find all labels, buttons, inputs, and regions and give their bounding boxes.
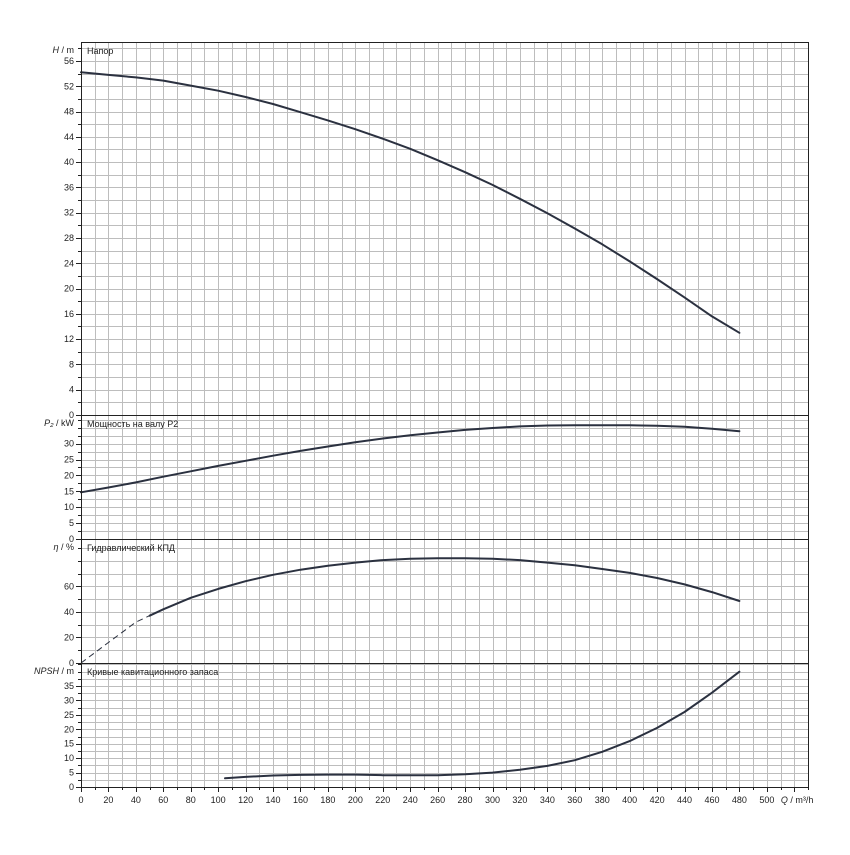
- x-tick-label: 120: [238, 795, 253, 805]
- y-tick-label: 24: [64, 258, 74, 268]
- x-tick-label: 460: [704, 795, 719, 805]
- y-tick-label: 35: [64, 681, 74, 691]
- y-tick-label: 40: [64, 157, 74, 167]
- x-tick-label: 80: [186, 795, 196, 805]
- y-tick-label: 12: [64, 334, 74, 344]
- x-tick-label: 0: [78, 795, 83, 805]
- x-axis-label: Q / m³/h: [781, 795, 814, 805]
- series-line: [80, 424, 741, 494]
- y-tick-label: 30: [64, 439, 74, 449]
- x-tick-label: 240: [403, 795, 418, 805]
- y-axis-symbol: H: [53, 45, 60, 55]
- x-tick-label: 480: [732, 795, 747, 805]
- y-tick-label: 36: [64, 182, 74, 192]
- y-tick-label: 15: [64, 739, 74, 749]
- panel-title: Мощность на валу P2: [87, 419, 178, 429]
- y-tick-label: 0: [69, 410, 74, 420]
- y-tick-label: 20: [64, 724, 74, 734]
- x-tick-label: 160: [293, 795, 308, 805]
- series-line: [148, 557, 741, 617]
- panel-title: Гидравлический КПД: [87, 543, 175, 553]
- x-tick-label: 260: [430, 795, 445, 805]
- series-line-dashed: [80, 615, 150, 664]
- y-tick-label: 32: [64, 208, 74, 218]
- y-axis-unit: / m: [59, 666, 74, 676]
- y-tick-label: 10: [64, 753, 74, 763]
- y-tick-label: 20: [64, 632, 74, 642]
- y-tick-label: 30: [64, 695, 74, 705]
- x-tick-label: 180: [320, 795, 335, 805]
- x-axis: 0 20 40 60 80 100 120 140 160 180 200 220 240 260 280 3…: [78, 787, 813, 805]
- y-tick-label: 25: [64, 710, 74, 720]
- x-tick-label: 100: [211, 795, 226, 805]
- series-line: [80, 71, 741, 334]
- y-tick-label: 44: [64, 132, 74, 142]
- y-axis-label: NPSH / m: [34, 666, 74, 676]
- y-tick-label: 4: [69, 385, 74, 395]
- y-tick-label: 10: [64, 502, 74, 512]
- grid: [81, 42, 809, 787]
- y-tick-label: 60: [64, 581, 74, 591]
- y-tick-label: 56: [64, 56, 74, 66]
- y-axis-unit: / kW: [54, 418, 75, 428]
- y-axis-unit: / m: [59, 45, 74, 55]
- y-axis-symbol: η: [53, 542, 58, 552]
- x-tick-label: 60: [158, 795, 168, 805]
- x-tick-label: 220: [375, 795, 390, 805]
- y-tick-label: 0: [69, 782, 74, 792]
- x-tick-label: 280: [458, 795, 473, 805]
- panel-2: 0 5 10 15 20 25 30 P₂ / kW Мощность на валу P2: [44, 418, 808, 544]
- y-tick-label: 28: [64, 233, 74, 243]
- x-tick-label: 500: [759, 795, 774, 805]
- y-axis-symbol: P₂: [44, 418, 54, 428]
- x-axis-symbol: Q: [781, 795, 788, 805]
- x-tick-label: 380: [595, 795, 610, 805]
- x-tick-label: 400: [622, 795, 637, 805]
- x-axis-unit: / m³/h: [788, 795, 814, 805]
- y-axis-label: η / %: [53, 542, 74, 552]
- y-tick-label: 20: [64, 284, 74, 294]
- panel-3: 0 20 40 60 η / % Гидравлический КПД: [53, 542, 808, 668]
- y-axis-label: P₂ / kW: [44, 418, 74, 428]
- y-axis-symbol: NPSH: [34, 666, 60, 676]
- y-tick-label: 0: [69, 658, 74, 668]
- x-tick-label: 360: [567, 795, 582, 805]
- y-tick-label: 20: [64, 470, 74, 480]
- y-tick-label: 48: [64, 107, 74, 117]
- y-tick-label: 8: [69, 359, 74, 369]
- x-tick-label: 140: [266, 795, 281, 805]
- x-tick-label: 320: [512, 795, 527, 805]
- x-tick-label: 340: [540, 795, 555, 805]
- plot-frame: [81, 42, 809, 788]
- y-tick-label: 25: [64, 455, 74, 465]
- y-tick-label: 5: [69, 518, 74, 528]
- x-tick-label: 300: [485, 795, 500, 805]
- x-tick-label: 40: [131, 795, 141, 805]
- y-tick-label: 40: [64, 607, 74, 617]
- y-tick-label: 0: [69, 534, 74, 544]
- y-tick-label: 16: [64, 309, 74, 319]
- x-tick-label: 440: [677, 795, 692, 805]
- x-tick-label: 20: [103, 795, 113, 805]
- y-tick-label: 15: [64, 486, 74, 496]
- x-tick-label: 420: [650, 795, 665, 805]
- frame: [81, 42, 809, 788]
- y-axis-unit: / %: [58, 542, 74, 552]
- y-tick-label: 52: [64, 81, 74, 91]
- panel-title: Напор: [87, 46, 113, 56]
- panel-title: Кривые кавитационного запаса: [87, 667, 218, 677]
- y-axis-label: H / m: [53, 45, 75, 55]
- series-line: [224, 670, 741, 780]
- x-tick-label: 200: [348, 795, 363, 805]
- y-tick-label: 5: [69, 768, 74, 778]
